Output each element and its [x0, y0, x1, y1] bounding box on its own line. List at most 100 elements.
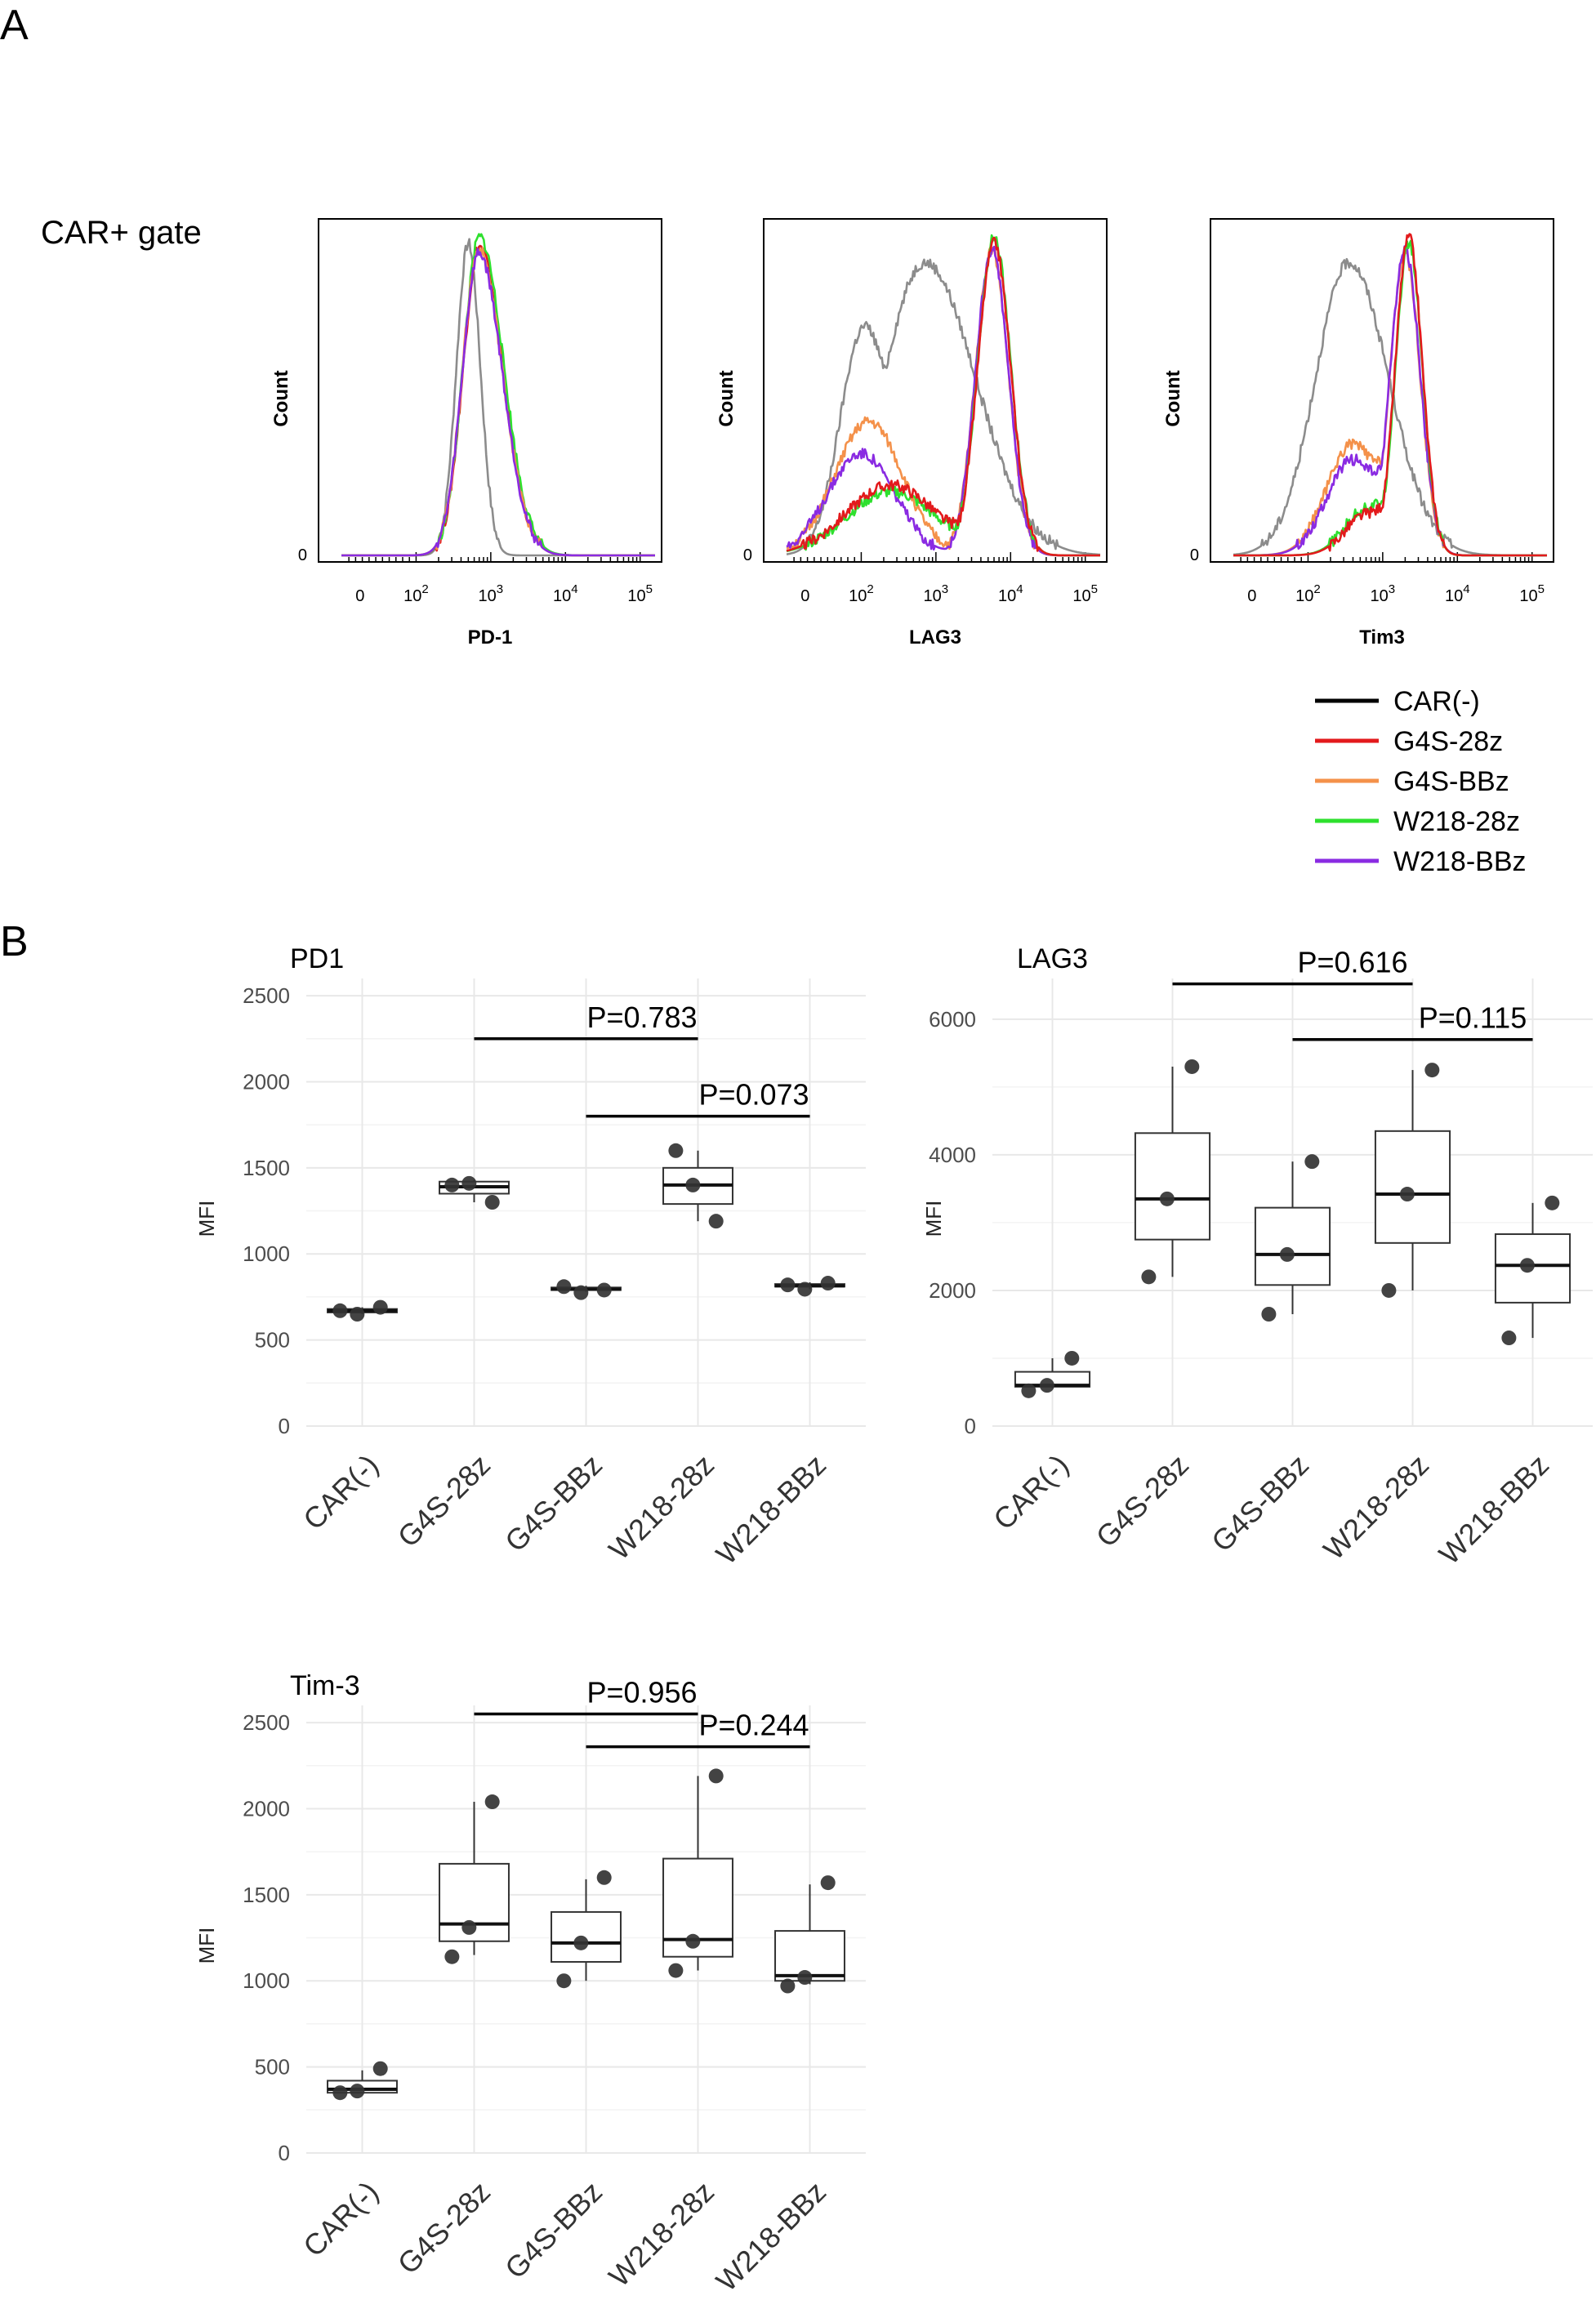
data-point — [556, 1973, 572, 1989]
data-point — [372, 2061, 388, 2076]
data-point — [1381, 1282, 1397, 1298]
x-tick-label: 104 — [998, 582, 1023, 605]
p-value-label: P=0.783 — [586, 1001, 697, 1034]
p-value-annotation: P=0.783 — [474, 1001, 698, 1041]
x-tick-label-g4s-28z: G4S-28z — [391, 2175, 497, 2280]
data-point — [1304, 1154, 1320, 1170]
data-point — [332, 2085, 348, 2101]
data-point — [797, 1281, 813, 1297]
data-point — [332, 1303, 348, 1318]
data-point — [1021, 1383, 1037, 1398]
box-iqr — [1254, 1206, 1331, 1286]
x-axis-ticks — [793, 552, 1086, 562]
y-tick-label: 500 — [255, 1328, 290, 1353]
data-point — [1159, 1191, 1175, 1206]
x-tick-label: 0 — [355, 587, 364, 605]
data-point — [596, 1870, 612, 1885]
box-iqr — [1494, 1233, 1571, 1304]
data-point — [372, 1299, 388, 1315]
boxplot-title: Tim-3 — [290, 1670, 360, 1701]
data-point — [573, 1935, 589, 1950]
data-point — [1279, 1246, 1295, 1262]
x-tick-label-w218-28z: W218-28z — [1317, 1448, 1435, 1567]
data-point — [668, 1143, 684, 1158]
histogram-curve-g4s-28z — [786, 236, 1100, 557]
boxplot-tim-3: Tim-3 0 500 1000 1500 2000 2500 MFI CAR(-) G4S-28… — [194, 1670, 866, 2298]
data-point — [556, 1279, 572, 1295]
legend-label-g4s-bbz: G4S-BBz — [1393, 766, 1509, 797]
data-point — [1141, 1269, 1157, 1285]
y-axis-label: MFI — [194, 1201, 219, 1237]
y-tick-label: 0 — [298, 546, 307, 564]
box-iqr — [1374, 1130, 1451, 1244]
y-tick-label: 2000 — [243, 1796, 290, 1821]
data-point — [780, 1277, 796, 1293]
y-tick-label: 0 — [1190, 546, 1199, 564]
data-point — [350, 1307, 365, 1322]
x-tick-label-g4s-bbz: G4S-BBz — [498, 2175, 609, 2285]
p-value-annotation: P=0.244 — [586, 1709, 810, 1749]
y-tick-label: 2000 — [929, 1278, 976, 1303]
data-point — [350, 2084, 365, 2099]
data-point — [780, 1978, 796, 1994]
legend: CAR(-) G4S-28z G4S-BBz W218-28z W218-BBz — [1315, 686, 1527, 877]
x-tick-label: 105 — [1519, 582, 1545, 605]
p-value-annotation: P=0.073 — [586, 1078, 810, 1118]
y-axis-label: Count — [1162, 370, 1184, 426]
gate-label: CAR+ gate — [41, 215, 202, 251]
y-tick-label: 500 — [255, 2055, 290, 2079]
x-tick-label: 104 — [553, 582, 578, 605]
y-tick-label: 0 — [279, 2141, 290, 2165]
boxplot-title: PD1 — [290, 943, 344, 974]
y-tick-label: 1000 — [243, 1968, 290, 1993]
x-tick-label-g4s-bbz: G4S-BBz — [1205, 1448, 1315, 1558]
y-tick-label: 4000 — [929, 1143, 976, 1167]
data-point — [1545, 1195, 1560, 1210]
x-tick-label-g4s-28z: G4S-28z — [391, 1448, 497, 1553]
p-value-label: P=0.073 — [698, 1078, 809, 1112]
x-tick-label: 0 — [1247, 587, 1256, 605]
x-tick-label: 103 — [1371, 582, 1396, 605]
y-axis-label: MFI — [194, 1928, 219, 1964]
data-point — [461, 1919, 477, 1935]
legend-label-w218-28z: W218-28z — [1393, 806, 1520, 837]
panel-b-label: B — [0, 918, 29, 965]
p-value-label: P=0.244 — [698, 1709, 809, 1742]
box-g4s-bbz — [551, 1879, 622, 1981]
p-value-annotation: P=0.115 — [1292, 1001, 1533, 1041]
y-axis-label: MFI — [921, 1201, 946, 1237]
data-point — [1184, 1059, 1200, 1074]
legend-label-car: CAR(-) — [1393, 686, 1480, 717]
box-w218-bbz — [774, 1884, 845, 1985]
y-tick-label: 1000 — [243, 1241, 290, 1266]
x-tick-label-g4s-28z: G4S-28z — [1090, 1448, 1195, 1553]
boxplot-lag3: LAG3 0 2000 4000 6000 MFI CAR(-) G4S-28z G4S-BBz… — [921, 943, 1593, 1571]
y-tick-label: 1500 — [243, 1883, 290, 1907]
y-tick-label: 2500 — [243, 983, 290, 1008]
legend-label-w218-bbz: W218-BBz — [1393, 846, 1527, 877]
box-w218-28z — [1374, 1070, 1451, 1290]
data-point — [797, 1970, 813, 1986]
x-tick-label: 102 — [403, 582, 429, 605]
x-tick-label-car: CAR(-) — [987, 1448, 1075, 1536]
x-tick-label-w218-28z: W218-28z — [602, 1448, 720, 1567]
histogram-panels: 0 102 103 104 105 0 PD-1 Count 0 102 103 104 105 0 LAG… — [270, 218, 1554, 649]
p-value-annotation: P=0.956 — [474, 1676, 698, 1716]
data-point — [484, 1794, 500, 1810]
x-tick-label: 105 — [1072, 582, 1098, 605]
data-point — [685, 1177, 701, 1192]
y-tick-label: 2500 — [243, 1710, 290, 1735]
histogram-lag3: 0 102 103 104 105 0 LAG3 Count — [716, 218, 1108, 649]
histogram-curve-w218-bbz — [341, 247, 655, 557]
histogram-curve-car — [786, 258, 1101, 556]
x-tick-label: 102 — [849, 582, 874, 605]
x-tick-label-w218-bbz: W218-BBz — [709, 2175, 832, 2298]
x-tick-label: 102 — [1295, 582, 1321, 605]
box-g4s-bbz — [1254, 1161, 1331, 1314]
data-point — [596, 1282, 612, 1298]
data-point — [668, 1963, 684, 1978]
data-point — [1261, 1307, 1277, 1322]
legend-label-g4s-28z: G4S-28z — [1393, 726, 1503, 757]
